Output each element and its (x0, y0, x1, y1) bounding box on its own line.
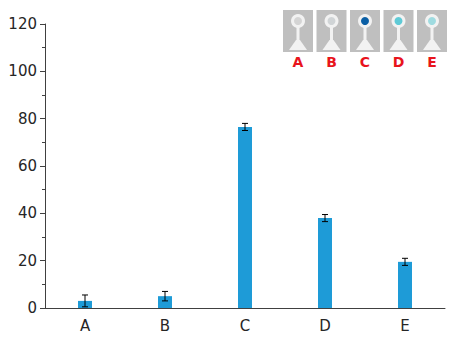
svg-text:60: 60 (18, 157, 37, 175)
svg-text:120: 120 (8, 15, 37, 33)
svg-text:D: D (393, 54, 405, 70)
svg-text:40: 40 (18, 204, 37, 222)
svg-text:E: E (427, 54, 437, 70)
svg-text:A: A (293, 54, 304, 70)
svg-text:C: C (240, 317, 250, 335)
svg-text:E: E (400, 317, 409, 335)
svg-text:A: A (80, 317, 91, 335)
svg-text:B: B (160, 317, 170, 335)
svg-text:C: C (360, 54, 370, 70)
svg-text:D: D (319, 317, 331, 335)
svg-text:0: 0 (27, 299, 37, 317)
svg-text:100: 100 (8, 62, 37, 80)
svg-text:B: B (326, 54, 337, 70)
svg-text:80: 80 (18, 110, 37, 128)
svg-text:20: 20 (18, 252, 37, 270)
